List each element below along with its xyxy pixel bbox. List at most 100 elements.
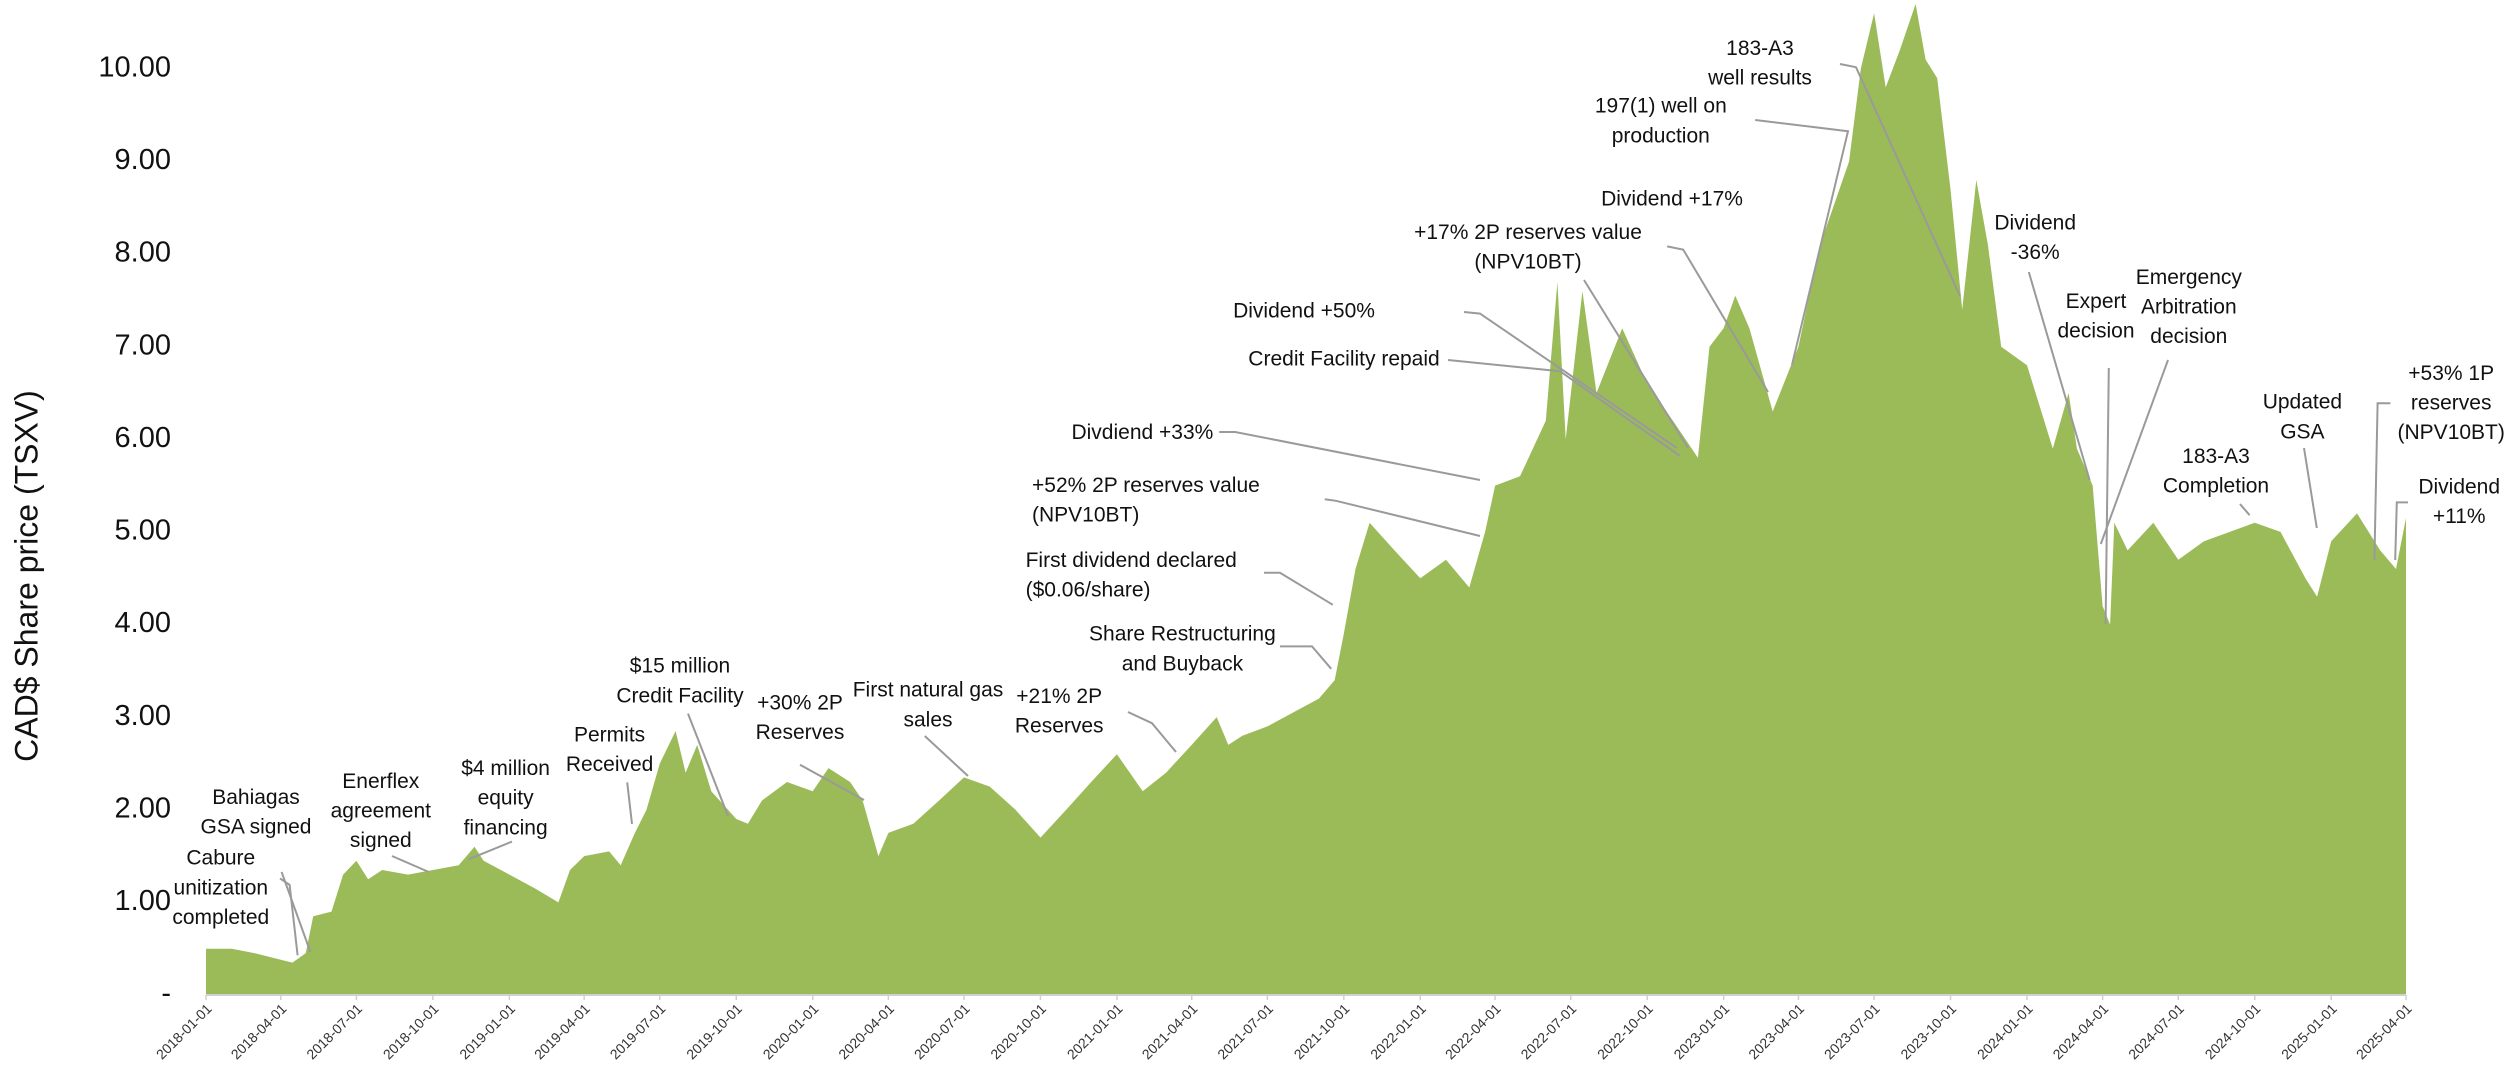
x-tick-label: 2021-01-01 — [1064, 1000, 1126, 1062]
y-tick-label: 1.00 — [115, 885, 171, 917]
y-tick-label: 3.00 — [115, 700, 171, 732]
annotation-text: completed — [172, 906, 269, 929]
y-tick-label: 4.00 — [115, 607, 171, 639]
annotation-text: $4 million — [461, 757, 550, 780]
y-tick-label: 10.00 — [98, 51, 171, 83]
annotation-text: unitization — [174, 876, 269, 899]
y-tick-label: 2.00 — [115, 792, 171, 824]
annotation-text: +53% 1P — [2408, 362, 2494, 385]
annotation-text: Enerflex — [342, 770, 420, 793]
x-tick-label: 2025-01-01 — [2278, 1000, 2340, 1062]
x-tick-label: 2023-01-01 — [1670, 1000, 1732, 1062]
x-tick-label: 2020-10-01 — [987, 1000, 1049, 1062]
x-tick-label: 2022-01-01 — [1367, 1000, 1429, 1062]
x-tick-label: 2019-07-01 — [607, 1000, 669, 1062]
annotation-text: (NPV10BT) — [2398, 421, 2505, 444]
annotation-leader — [2104, 367, 2110, 625]
annotation-text: $15 million — [630, 655, 730, 678]
y-axis-title: CAD$ Share price (TSXV) — [8, 390, 44, 762]
annotation-text: GSA — [2280, 420, 2324, 443]
annotation-text: Bahiagas — [212, 786, 300, 809]
annotation-text: ($0.06/share) — [1026, 579, 1151, 602]
annotation-leader — [2027, 271, 2091, 481]
x-tick-label: 2018-10-01 — [380, 1000, 442, 1062]
annotation-text: +21% 2P — [1016, 685, 1102, 708]
annotation-text: 197(1) well on — [1595, 95, 1727, 118]
annotation-leader — [279, 877, 299, 956]
annotation-text: 183-A3 — [1726, 37, 1794, 60]
annotation-leader — [2239, 503, 2251, 516]
annotation-text: signed — [350, 829, 412, 852]
annotation-text: Expert — [2066, 290, 2127, 313]
x-tick-label: 2021-07-01 — [1214, 1000, 1276, 1062]
annotation-leader — [1264, 571, 1334, 606]
y-tick-label: 7.00 — [115, 329, 171, 361]
x-tick-label: 2018-04-01 — [228, 1000, 290, 1062]
annotation-text: Dividend — [1994, 212, 2076, 235]
annotation-leader — [924, 735, 969, 777]
annotation-leader — [2303, 447, 2318, 529]
annotation-text: Divdiend +33% — [1071, 421, 1213, 444]
annotation-leader — [2373, 402, 2391, 561]
annotation-text: Reserves — [1015, 715, 1104, 738]
y-tick-label: 6.00 — [115, 422, 171, 454]
annotation-text: Dividend — [2418, 476, 2500, 499]
annotation-text: sales — [903, 708, 952, 731]
annotation-text: First dividend declared — [1026, 549, 1237, 572]
x-tick-label: 2024-10-01 — [2202, 1000, 2264, 1062]
annotation-text: (NPV10BT) — [1032, 504, 1139, 527]
x-tick-label: 2024-04-01 — [2049, 1000, 2111, 1062]
x-tick-label: 2020-07-01 — [911, 1000, 973, 1062]
y-tick-label: 8.00 — [115, 237, 171, 269]
annotation-text: +11% — [2433, 505, 2486, 528]
annotation-leader — [1324, 498, 1481, 537]
annotation-text: Emergency — [2136, 266, 2243, 289]
annotation-leader — [1219, 431, 1481, 481]
annotation-text: Dividend +50% — [1233, 300, 1375, 323]
x-tick-label: 2022-04-01 — [1442, 1000, 1504, 1062]
annotation-text: Reserves — [756, 721, 845, 744]
annotation-leader — [1447, 359, 1681, 457]
x-tick-label: 2022-10-01 — [1594, 1000, 1656, 1062]
x-tick-label: 2019-01-01 — [456, 1000, 518, 1062]
x-tick-label: 2021-10-01 — [1291, 1000, 1353, 1062]
annotation-text: decision — [2150, 325, 2227, 348]
x-tick-label: 2023-04-01 — [1745, 1000, 1807, 1062]
annotation-text: agreement — [331, 800, 432, 823]
x-tick-label: 2024-07-01 — [2125, 1000, 2187, 1062]
annotation-text: Received — [566, 753, 654, 776]
x-tick-label: 2019-10-01 — [683, 1000, 745, 1062]
annotation-text: financing — [464, 816, 548, 839]
annotation-text: +17% 2P reserves value — [1414, 221, 1642, 244]
annotation-text: well results — [1707, 67, 1812, 90]
price-area — [206, 4, 2406, 995]
annotation-text: Credit Facility — [616, 684, 744, 707]
x-tick-label: 2018-07-01 — [303, 1000, 365, 1062]
annotation-leader — [687, 713, 729, 817]
annotation-text: Completion — [2163, 475, 2269, 498]
annotation-text: First natural gas — [853, 679, 1004, 702]
annotation-text: Permits — [574, 724, 645, 747]
annotation-text: Share Restructuring — [1089, 623, 1276, 646]
annotation-text: +30% 2P — [757, 692, 843, 715]
annotation-text: 183-A3 — [2182, 445, 2250, 468]
annotation-text: production — [1612, 124, 1710, 147]
annotation-leader — [626, 782, 633, 825]
annotation-leader — [1755, 119, 1850, 366]
annotation-leader — [1839, 63, 1961, 297]
annotation-leader — [1463, 311, 1678, 449]
y-tick-label: 9.00 — [115, 144, 171, 176]
x-tick-label: 2019-04-01 — [531, 1000, 593, 1062]
y-tick-label: - — [161, 978, 171, 1010]
x-tick-label: 2020-04-01 — [835, 1000, 897, 1062]
annotation-text: GSA signed — [201, 816, 312, 839]
annotation-text: Dividend +17% — [1601, 188, 1743, 211]
annotation-leader — [1280, 645, 1332, 670]
annotation-text: Arbitration — [2141, 296, 2237, 319]
annotation-leader — [2099, 359, 2169, 545]
x-tick-label: 2023-07-01 — [1821, 1000, 1883, 1062]
annotation-leader — [1583, 279, 1689, 449]
annotation-text: -36% — [2011, 241, 2060, 264]
annotation-text: reserves — [2411, 392, 2492, 415]
